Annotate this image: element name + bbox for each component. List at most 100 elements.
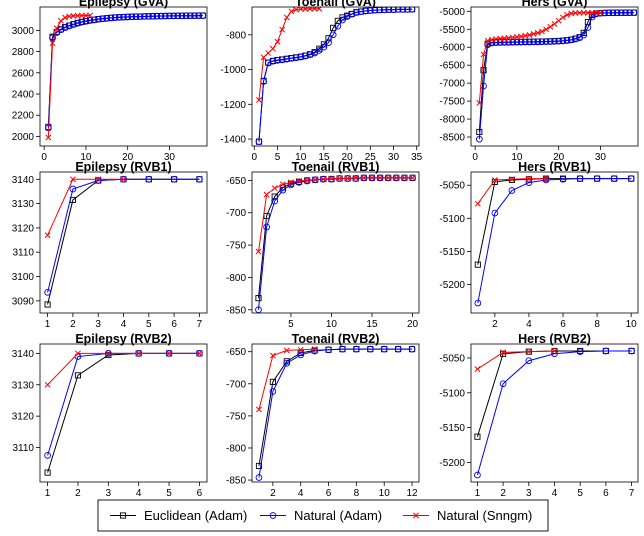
- series-line: [47, 178, 124, 236]
- data-point: [408, 7, 416, 13]
- data-point: [166, 350, 172, 357]
- data-point: [199, 12, 207, 19]
- chart-panel: Toenail (RVB2) 2 4 6 8 10 12 -850 -800 -750 -700 -6…: [226, 332, 420, 499]
- data-point: [329, 31, 337, 39]
- y-tick-label: -650: [226, 347, 246, 358]
- data-point: [256, 97, 262, 103]
- x-tick-label: 35: [411, 152, 423, 163]
- data-point: [95, 15, 102, 23]
- series-group: [474, 347, 635, 479]
- x-tick-label: 3: [95, 319, 101, 330]
- data-point: [111, 14, 119, 21]
- data-point: [90, 16, 98, 24]
- data-point: [74, 19, 81, 27]
- data-point: [339, 345, 346, 353]
- plot-frame: [39, 171, 208, 314]
- data-point: [525, 175, 532, 182]
- x-tick-label: 7: [629, 488, 635, 499]
- data-point: [525, 176, 532, 183]
- x-tick-label: 4: [298, 488, 304, 499]
- data-point: [95, 176, 102, 183]
- legend-marker: [269, 512, 277, 519]
- data-point: [336, 175, 343, 182]
- data-point: [120, 13, 127, 21]
- data-point: [145, 175, 153, 183]
- data-point: [555, 37, 563, 45]
- x-tick-label: 4: [121, 319, 127, 330]
- data-point: [311, 347, 318, 355]
- y-tick-label: -1400: [220, 135, 246, 146]
- y-tick-label: -850: [226, 476, 246, 487]
- data-point: [491, 176, 498, 183]
- chart-panel: Epilepsy (RVB1) 1 2 3 4 5 6 7 3090 3100 3110 3120 31…: [12, 160, 208, 330]
- data-point: [195, 12, 203, 19]
- data-point: [551, 20, 558, 27]
- y-tick-label: 3100: [12, 272, 35, 283]
- x-tick-label: 0: [472, 152, 478, 163]
- data-point: [263, 223, 270, 231]
- data-point: [288, 8, 295, 15]
- chart-panel: Hers (RVB1) 2 4 6 8 10 -5200 -5150 -5100 -5050: [439, 160, 639, 330]
- data-point: [124, 13, 132, 21]
- panel-title: Hers (RVB2): [518, 332, 591, 346]
- data-point: [609, 9, 617, 17]
- data-point: [530, 38, 537, 46]
- data-point: [525, 357, 533, 365]
- data-point: [521, 38, 529, 46]
- data-point: [551, 348, 558, 354]
- y-tick-label: -5050: [439, 181, 465, 192]
- data-point: [543, 175, 549, 182]
- chart-panel: Epilepsy (RVB2) 1 2 3 4 5 6 3110 3120 3130 3140: [12, 332, 208, 499]
- data-point: [622, 9, 629, 17]
- data-point: [170, 175, 178, 183]
- data-point: [135, 350, 142, 357]
- x-tick-label: 1: [475, 488, 481, 499]
- x-tick-label: 20: [407, 319, 419, 330]
- data-point: [153, 12, 161, 20]
- data-point: [196, 350, 203, 357]
- data-point: [546, 38, 554, 45]
- data-point: [353, 9, 360, 16]
- data-point: [44, 381, 51, 388]
- data-point: [264, 59, 272, 67]
- series-group: [44, 175, 203, 308]
- legend-marker: [119, 512, 127, 519]
- data-point: [484, 37, 491, 44]
- data-point: [74, 372, 82, 379]
- data-point: [409, 174, 416, 181]
- data-point: [265, 50, 272, 56]
- y-tick-label: 3140: [12, 175, 35, 186]
- data-point: [627, 175, 635, 182]
- data-point: [269, 352, 276, 359]
- data-point: [526, 38, 533, 46]
- data-point: [348, 10, 356, 18]
- series-line: [258, 348, 315, 410]
- data-point: [366, 345, 374, 353]
- data-point: [182, 12, 190, 20]
- y-tick-label: -6000: [439, 43, 465, 54]
- x-tick-label: 2: [75, 488, 81, 499]
- x-tick-label: 2: [70, 319, 76, 330]
- x-tick-label: 20: [553, 152, 565, 163]
- y-tick-label: 3130: [12, 199, 35, 210]
- panel-title: Toenail (GVA): [295, 0, 376, 9]
- data-point: [62, 14, 69, 21]
- data-point: [269, 378, 276, 385]
- series-line: [477, 350, 555, 370]
- data-point: [297, 53, 305, 61]
- plot-frame: [470, 6, 639, 147]
- data-point: [360, 174, 367, 181]
- data-point: [269, 388, 277, 395]
- data-point: [44, 301, 51, 308]
- data-point: [269, 57, 277, 65]
- data-point: [99, 15, 106, 23]
- data-point: [505, 38, 512, 46]
- y-tick-label: -750: [226, 241, 246, 252]
- data-point: [255, 295, 262, 302]
- data-point: [297, 351, 305, 359]
- data-point: [283, 55, 291, 63]
- data-point: [380, 345, 388, 353]
- data-point: [474, 471, 481, 479]
- data-point: [325, 39, 332, 46]
- data-point: [78, 18, 86, 26]
